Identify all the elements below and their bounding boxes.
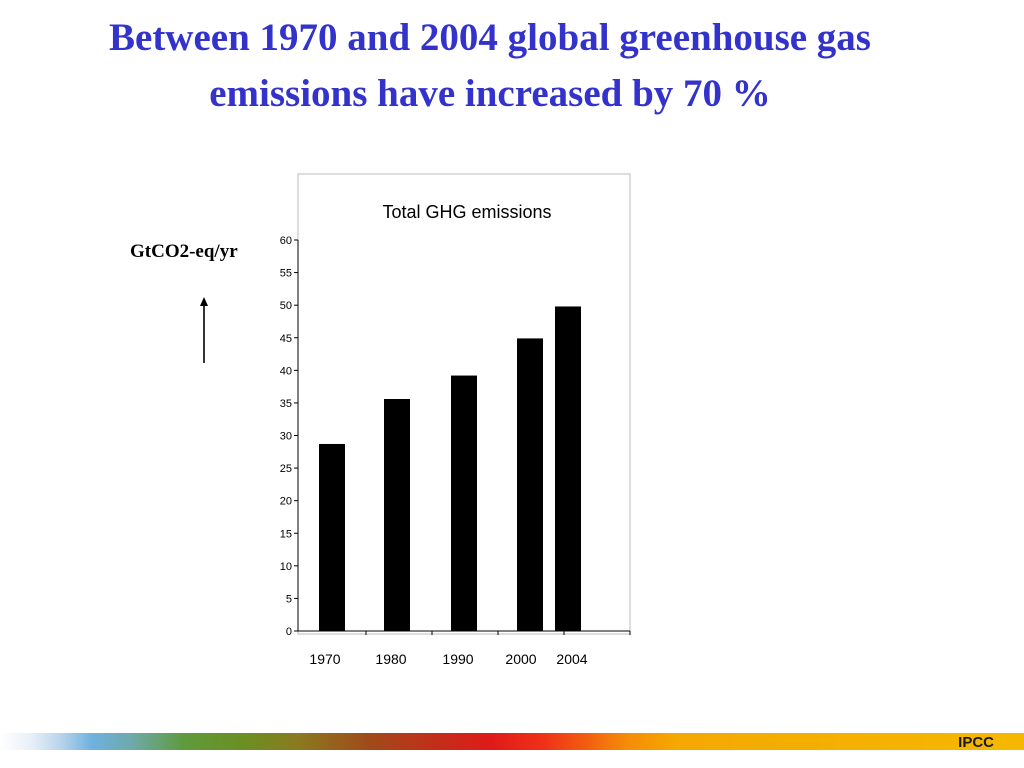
y-tick-label: 20 — [280, 496, 292, 508]
y-axis: 0 5 10 15 20 25 30 35 40 45 50 55 60 — [280, 235, 299, 638]
bar-2004 — [555, 306, 581, 631]
up-arrow-icon — [200, 297, 208, 363]
y-tick-label: 0 — [286, 626, 292, 638]
x-tick-label: 1970 — [309, 651, 340, 667]
x-tick-label: 1990 — [442, 651, 473, 667]
y-tick-label: 40 — [280, 365, 292, 377]
bar-2000 — [517, 338, 543, 631]
y-tick-label: 30 — [280, 431, 292, 443]
slide-title: Between 1970 and 2004 global greenhouse … — [0, 10, 980, 122]
y-tick-label: 15 — [280, 528, 292, 540]
y-tick-label: 10 — [280, 561, 292, 573]
x-tick-label: 2000 — [505, 651, 536, 667]
bar-1980 — [384, 399, 410, 631]
x-tick-label: 1980 — [375, 651, 406, 667]
y-tick-label: 50 — [280, 300, 292, 312]
x-tick-label: 2004 — [556, 651, 587, 667]
y-tick-label: 35 — [280, 398, 292, 410]
bar-1970 — [319, 443, 345, 631]
y-tick-label: 45 — [280, 333, 292, 345]
bars — [319, 306, 581, 631]
y-tick-label: 55 — [280, 268, 292, 280]
y-tick-label: 5 — [286, 593, 292, 605]
footer-color-bar — [0, 733, 1024, 750]
y-tick-label: 25 — [280, 463, 292, 475]
y-tick-label: 60 — [280, 235, 292, 247]
slide-title-line-2: emissions have increased by 70 % — [209, 72, 771, 115]
footer-label: IPCC — [958, 734, 994, 751]
x-tick-labels: 1970 1980 1990 2000 2004 — [309, 651, 587, 667]
bar-1990 — [451, 375, 477, 631]
unit-label: GtCO2-eq/yr — [130, 241, 238, 262]
chart-title: Total GHG emissions — [382, 202, 551, 222]
slide-title-line-1: Between 1970 and 2004 global greenhouse … — [109, 16, 871, 59]
